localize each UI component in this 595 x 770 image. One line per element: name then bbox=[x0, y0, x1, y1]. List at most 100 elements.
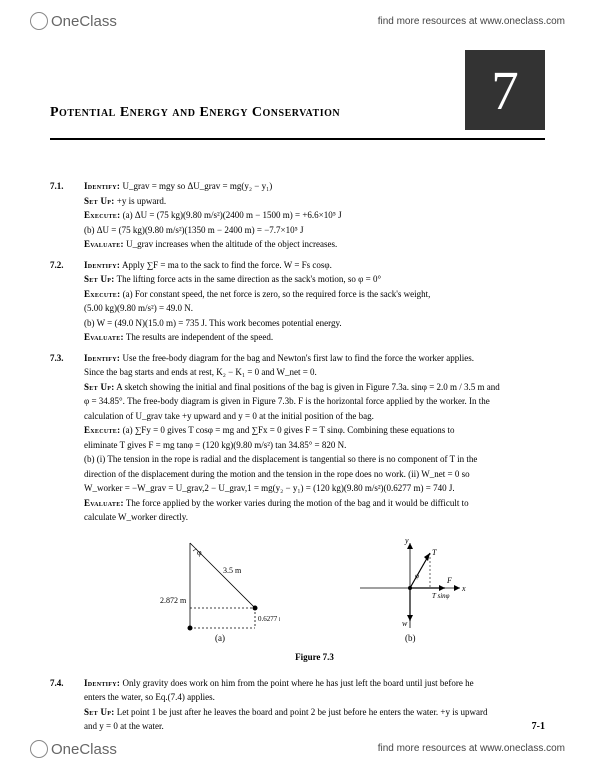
line: W_worker = −W_grav = U_grav,2 − U_grav,1… bbox=[84, 482, 545, 496]
setup-label: Set Up: bbox=[84, 196, 115, 206]
problem-7-2: 7.2. Identify: Apply ∑F = ma to the sack… bbox=[50, 259, 545, 346]
line-text: U_grav = mgy so ΔU_grav = mg(y₂ − y₁) bbox=[122, 181, 272, 191]
line-text: (b) ΔU = (75 kg)(9.80 m/s²)(1350 m − 240… bbox=[84, 225, 304, 235]
title-rule bbox=[50, 138, 545, 140]
height-label: 2.872 m bbox=[160, 596, 187, 605]
watermark-top: OneClass bbox=[30, 12, 117, 30]
line: Set Up: +y is upward. bbox=[84, 195, 545, 209]
subfig-label-b: (b) bbox=[405, 633, 416, 643]
line-text: Apply ∑F = ma to the sack to find the fo… bbox=[122, 260, 332, 270]
line-text: Since the bag starts and ends at rest, K… bbox=[84, 367, 317, 377]
identify-label: Identify: bbox=[84, 678, 120, 688]
figure-7-3a: φ 3.5 m 2.872 m 0.6277 m (a) bbox=[160, 533, 280, 648]
line-text: +y is upward. bbox=[117, 196, 166, 206]
problem-body: Identify: Use the free-body diagram for … bbox=[84, 352, 545, 671]
line: Identify: U_grav = mgy so ΔU_grav = mg(y… bbox=[84, 180, 545, 194]
brand-text: OneClass bbox=[51, 741, 117, 758]
base-label: 0.6277 m bbox=[258, 615, 280, 623]
line: Set Up: Let point 1 be just after he lea… bbox=[84, 706, 545, 720]
line-text: The lifting force acts in the same direc… bbox=[117, 274, 381, 284]
line: φ = 34.85°. The free-body diagram is giv… bbox=[84, 395, 545, 409]
problem-7-3: 7.3. Identify: Use the free-body diagram… bbox=[50, 352, 545, 671]
chapter-title: Potential Energy and Energy Conservation bbox=[50, 105, 340, 121]
execute-label: Execute: bbox=[84, 425, 120, 435]
line: Set Up: The lifting force acts in the sa… bbox=[84, 273, 545, 287]
subfig-label-a: (a) bbox=[215, 633, 225, 643]
brand-text: OneClass bbox=[51, 13, 117, 30]
setup-label: Set Up: bbox=[84, 382, 115, 392]
line: Identify: Only gravity does work on him … bbox=[84, 677, 545, 691]
problem-number: 7.1. bbox=[50, 180, 72, 253]
logo-icon bbox=[30, 12, 48, 30]
identify-label: Identify: bbox=[84, 181, 120, 191]
problem-7-4: 7.4. Identify: Only gravity does work on… bbox=[50, 677, 545, 735]
vector-f: F bbox=[446, 576, 452, 585]
line-text: enters the water, so Eq.(7.4) applies. bbox=[84, 692, 215, 702]
axis-y: y bbox=[404, 536, 409, 545]
identify-label: Identify: bbox=[84, 353, 120, 363]
line-text: calculation of U_grav take +y upward and… bbox=[84, 411, 374, 421]
problem-7-1: 7.1. Identify: U_grav = mgy so ΔU_grav =… bbox=[50, 180, 545, 253]
resources-link-bottom: find more resources at www.oneclass.com bbox=[378, 743, 565, 754]
line: (b) ΔU = (75 kg)(9.80 m/s²)(1350 m − 240… bbox=[84, 224, 545, 238]
line-text: (5.00 kg)(9.80 m/s²) = 49.0 N. bbox=[84, 303, 193, 313]
line-text: Only gravity does work on him from the p… bbox=[122, 678, 473, 688]
line-text: A sketch showing the initial and final p… bbox=[116, 382, 499, 392]
evaluate-label: Evaluate: bbox=[84, 498, 124, 508]
line: (b) W = (49.0 N)(15.0 m) = 735 J. This w… bbox=[84, 317, 545, 331]
line-text: U_grav increases when the altitude of th… bbox=[126, 239, 337, 249]
line-text: (b) W = (49.0 N)(15.0 m) = 735 J. This w… bbox=[84, 318, 342, 328]
evaluate-label: Evaluate: bbox=[84, 239, 124, 249]
resources-link-top: find more resources at www.oneclass.com bbox=[378, 16, 565, 27]
line-text: and y = 0 at the water. bbox=[84, 721, 164, 731]
line: direction of the displacement during the… bbox=[84, 468, 545, 482]
line: (5.00 kg)(9.80 m/s²) = 49.0 N. bbox=[84, 302, 545, 316]
problem-body: Identify: Only gravity does work on him … bbox=[84, 677, 545, 735]
line-text: (b) (i) The tension in the rope is radia… bbox=[84, 454, 477, 464]
figure-caption: Figure 7.3 bbox=[84, 651, 545, 665]
line-text: Use the free-body diagram for the bag an… bbox=[122, 353, 474, 363]
evaluate-label: Evaluate: bbox=[84, 332, 124, 342]
chapter-number-box: 7 bbox=[465, 50, 545, 130]
problem-number: 7.3. bbox=[50, 352, 72, 671]
line-text: φ = 34.85°. The free-body diagram is giv… bbox=[84, 396, 490, 406]
problem-number: 7.4. bbox=[50, 677, 72, 735]
line: enters the water, so Eq.(7.4) applies. bbox=[84, 691, 545, 705]
chapter-number: 7 bbox=[491, 59, 519, 122]
setup-label: Set Up: bbox=[84, 274, 115, 284]
line-text: The results are independent of the speed… bbox=[126, 332, 273, 342]
figure-container: φ 3.5 m 2.872 m 0.6277 m (a) bbox=[84, 533, 545, 648]
line-text: (a) For constant speed, the net force is… bbox=[123, 289, 431, 299]
setup-label: Set Up: bbox=[84, 707, 115, 717]
line: Since the bag starts and ends at rest, K… bbox=[84, 366, 545, 380]
line: calculate W_worker directly. bbox=[84, 511, 545, 525]
hypotenuse-label: 3.5 m bbox=[223, 566, 242, 575]
line: Identify: Use the free-body diagram for … bbox=[84, 352, 545, 366]
problem-body: Identify: U_grav = mgy so ΔU_grav = mg(y… bbox=[84, 180, 545, 253]
line: Evaluate: U_grav increases when the alti… bbox=[84, 238, 545, 252]
execute-label: Execute: bbox=[84, 289, 120, 299]
line-text: The force applied by the worker varies d… bbox=[126, 498, 469, 508]
line-text: direction of the displacement during the… bbox=[84, 469, 470, 479]
line: (b) (i) The tension in the rope is radia… bbox=[84, 453, 545, 467]
line: Evaluate: The force applied by the worke… bbox=[84, 497, 545, 511]
identify-label: Identify: bbox=[84, 260, 120, 270]
line: and y = 0 at the water. bbox=[84, 720, 545, 734]
page-number: 7-1 bbox=[532, 721, 545, 732]
watermark-bottom: OneClass bbox=[30, 740, 117, 758]
line: calculation of U_grav take +y upward and… bbox=[84, 410, 545, 424]
logo-icon bbox=[30, 740, 48, 758]
line-text: calculate W_worker directly. bbox=[84, 512, 188, 522]
execute-label: Execute: bbox=[84, 210, 120, 220]
line: Execute: (a) For constant speed, the net… bbox=[84, 288, 545, 302]
angle-label: φ bbox=[197, 548, 202, 557]
line-text: (a) ΔU = (75 kg)(9.80 m/s²)(2400 m − 150… bbox=[123, 210, 342, 220]
angle-phi: φ bbox=[415, 572, 419, 580]
line: Execute: (a) ΔU = (75 kg)(9.80 m/s²)(240… bbox=[84, 209, 545, 223]
line-text: eliminate T gives F = mg tanφ = (120 kg)… bbox=[84, 440, 346, 450]
line: Set Up: A sketch showing the initial and… bbox=[84, 381, 545, 395]
line: Identify: Apply ∑F = ma to the sack to f… bbox=[84, 259, 545, 273]
line-text: W_worker = −W_grav = U_grav,2 − U_grav,1… bbox=[84, 483, 455, 493]
diagram-a-icon: φ 3.5 m 2.872 m 0.6277 m (a) bbox=[160, 533, 280, 643]
line-text: (a) ∑Fy = 0 gives T cosφ = mg and ∑Fx = … bbox=[123, 425, 455, 435]
